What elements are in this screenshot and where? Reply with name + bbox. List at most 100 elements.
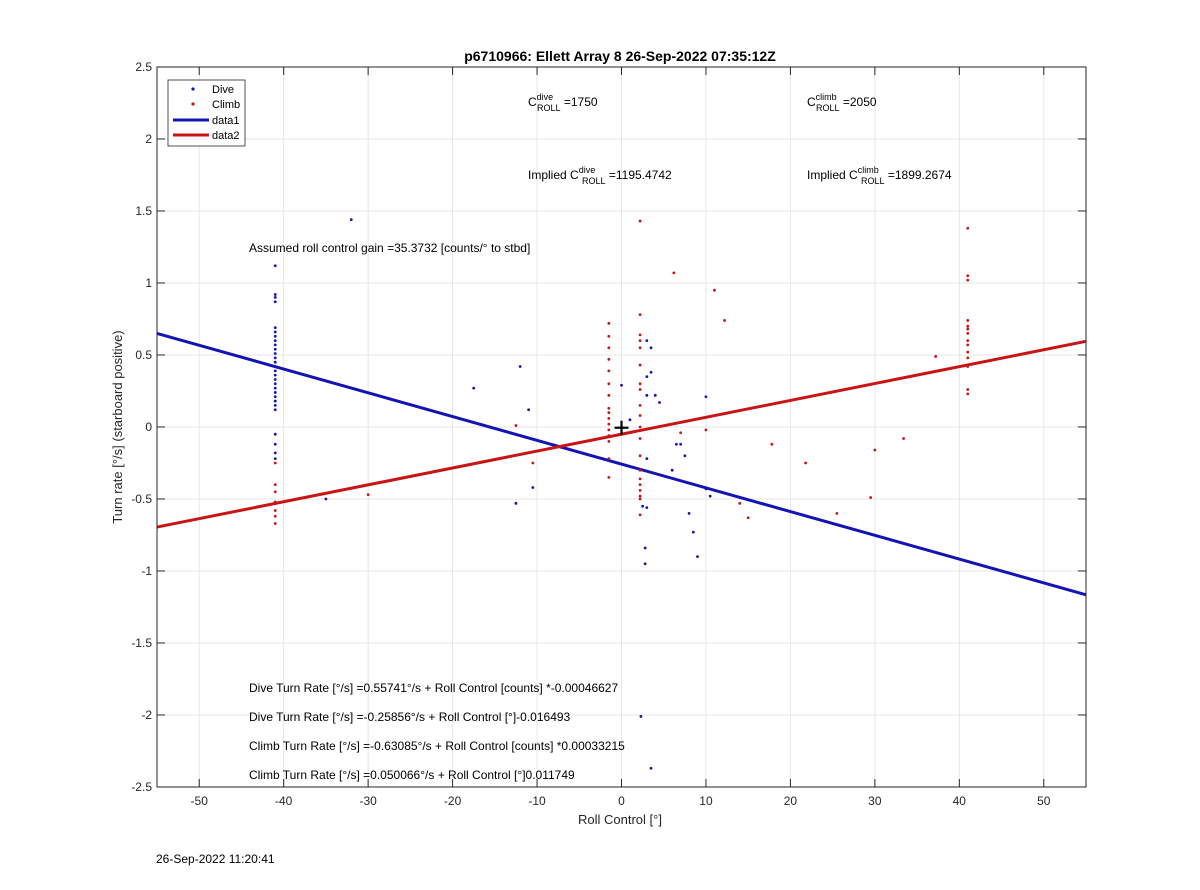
y-tick-label: 2	[145, 132, 152, 146]
climb-point	[704, 428, 708, 432]
implied-climb-value: =1899.2674	[885, 168, 952, 182]
implied-dive-prefix: Implied	[528, 168, 570, 182]
legend-dive-label: Dive	[212, 84, 234, 96]
fit-equation-2: Dive Turn Rate [°/s] =-0.25856°/s + Roll…	[249, 710, 571, 724]
climb-point	[638, 313, 642, 317]
c-dive-value: =1750	[561, 95, 598, 109]
climb-point	[638, 333, 642, 337]
climb-point	[638, 382, 642, 386]
y-tick-label: 1.5	[135, 204, 152, 218]
dive-point	[273, 343, 277, 347]
legend-dive-marker	[191, 87, 195, 91]
climb-point	[607, 434, 611, 438]
climb-point	[273, 500, 277, 504]
implied-dive-base: C	[570, 168, 579, 182]
c-dive-sub: ROLL	[537, 103, 561, 113]
dive-point	[696, 555, 699, 558]
climb-point	[869, 496, 873, 499]
climb-point	[966, 319, 970, 322]
climb-point	[746, 516, 750, 520]
climb-point	[638, 494, 642, 498]
y-tick-label: 0	[145, 420, 152, 434]
dive-point	[643, 546, 647, 550]
dive-point	[704, 395, 708, 399]
climb-point	[607, 334, 611, 338]
climb-point	[638, 483, 642, 486]
climb-point	[638, 488, 642, 492]
dive-point	[273, 264, 277, 268]
implied-dive-sup: dive	[579, 165, 596, 175]
x-tick-label: -20	[444, 794, 462, 808]
climb-point	[514, 424, 518, 427]
c-climb-base: C	[807, 95, 816, 109]
x-axis-label: Roll Control [°]	[578, 812, 662, 827]
dive-point	[273, 404, 277, 407]
dive-point	[645, 339, 649, 342]
y-tick-label: 2.5	[135, 60, 152, 74]
dive-point	[704, 487, 708, 491]
climb-point	[902, 437, 905, 440]
dive-point	[273, 373, 277, 377]
x-tick-label: -50	[191, 794, 209, 808]
climb-point	[638, 437, 642, 440]
climb-point	[638, 513, 642, 517]
climb-point	[607, 346, 611, 350]
data-points	[273, 218, 970, 770]
climb-point	[966, 339, 970, 342]
climb-point	[607, 416, 611, 420]
dive-point	[273, 432, 277, 436]
dive-point	[643, 562, 647, 566]
climb-point	[607, 411, 611, 414]
dive-point	[273, 330, 277, 334]
dive-point	[531, 486, 535, 489]
climb-point	[366, 493, 370, 497]
axis-ticks: -50 -40 -30 -20 -10 0 10 20 30 40 50-2.5-2-1.5-1-0…	[131, 60, 1086, 808]
climb-point	[607, 321, 611, 325]
y-tick-label: -1.5	[131, 636, 152, 650]
dive-point	[273, 399, 277, 403]
y-tick-label: -1	[141, 564, 152, 578]
dive-point	[645, 393, 649, 397]
dive-point	[653, 393, 657, 397]
legend: Dive Climb data1 data2	[167, 79, 246, 147]
dive-point	[273, 293, 277, 296]
legend-data1-label: data1	[212, 115, 240, 127]
dive-point	[708, 494, 712, 498]
dive-point	[620, 383, 623, 387]
dive-point	[273, 334, 277, 338]
x-tick-label: 40	[953, 794, 967, 808]
implied-climb-sup: climb	[858, 165, 879, 175]
x-tick-label: 30	[868, 794, 882, 808]
dive-point	[273, 360, 277, 364]
climb-point	[966, 278, 970, 282]
c-climb-annotation: Cclimb ROLL =2050	[807, 92, 877, 113]
dive-point	[273, 395, 277, 399]
climb-point	[273, 509, 277, 512]
dive-point	[649, 370, 653, 374]
climb-point	[713, 288, 716, 292]
dive-point	[273, 408, 277, 412]
climb-point	[638, 497, 642, 501]
dive-point	[527, 408, 530, 412]
gain-annotation: Assumed roll control gain =35.3732 [coun…	[249, 241, 530, 255]
climb-point	[273, 461, 277, 465]
climb-point	[607, 440, 611, 443]
dive-point	[273, 300, 277, 304]
render-timestamp: 26-Sep-2022 11:20:41	[156, 852, 275, 866]
climb-point	[638, 363, 642, 367]
climb-point	[607, 406, 611, 410]
x-tick-label: -10	[528, 794, 546, 808]
dive-point	[649, 346, 653, 350]
climb-point	[607, 357, 611, 361]
x-tick-label: -40	[275, 794, 293, 808]
climb-point	[966, 388, 970, 391]
climb-point	[607, 393, 611, 397]
implied-climb-sub: ROLL	[861, 176, 885, 186]
x-tick-label: 10	[699, 794, 713, 808]
climb-point	[607, 457, 611, 461]
dive-point	[273, 339, 277, 342]
climb-point	[273, 514, 277, 518]
dive-point	[645, 375, 649, 378]
climb-point	[607, 476, 611, 479]
climb-point	[638, 454, 642, 458]
